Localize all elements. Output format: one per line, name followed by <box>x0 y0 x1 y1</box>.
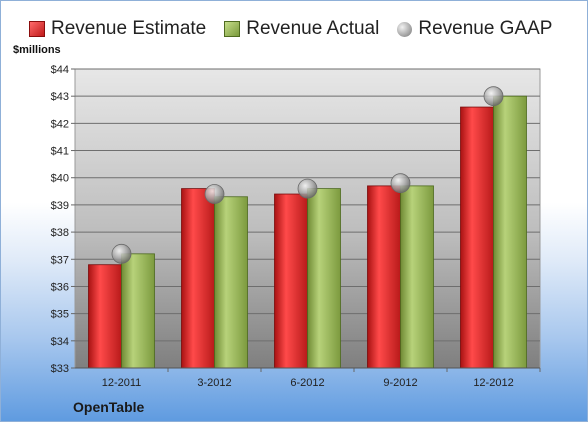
legend-swatch-actual <box>224 21 241 37</box>
bar-revenue-estimate <box>460 106 494 369</box>
y-tick-label: $37 <box>51 254 69 266</box>
legend-item-gaap: Revenue GAAP <box>397 18 552 40</box>
marker-revenue-gaap <box>297 178 318 199</box>
x-tick-label: 12-2012 <box>473 377 513 389</box>
y-tick-label: $44 <box>51 64 69 76</box>
legend-swatch-estimate <box>29 21 45 37</box>
bar-revenue-estimate <box>181 188 215 369</box>
marker-revenue-gaap <box>204 184 225 204</box>
x-tick-label: 6-2012 <box>290 377 324 389</box>
marker-revenue-gaap <box>111 243 132 264</box>
y-tick-label: $40 <box>51 173 69 185</box>
y-tick-label: $41 <box>51 146 69 158</box>
x-tick-label: 12-2011 <box>102 377 142 389</box>
bar-revenue-actual <box>307 188 341 369</box>
y-tick-label: $43 <box>51 91 69 103</box>
y-tick-label: $38 <box>51 227 69 239</box>
legend-item-actual: Revenue Actual <box>224 18 379 40</box>
y-tick-label: $33 <box>51 363 69 375</box>
x-tick-label: 9-2012 <box>383 377 417 389</box>
bar-revenue-estimate <box>274 193 308 369</box>
y-axis-unit-label: $millions <box>13 44 61 56</box>
legend-label-actual: Revenue Actual <box>246 18 380 39</box>
y-tick-label: $34 <box>51 336 69 348</box>
legend-item-estimate: Revenue Estimate <box>29 18 206 40</box>
legend-swatch-gaap <box>397 21 413 37</box>
y-tick-label: $39 <box>51 200 69 212</box>
legend-label-gaap: Revenue GAAP <box>418 18 553 39</box>
bar-revenue-actual <box>121 253 155 369</box>
legend-label-estimate: Revenue Estimate <box>51 18 207 39</box>
marker-revenue-gaap <box>483 86 504 107</box>
y-tick-label: $36 <box>51 281 69 293</box>
company-name: OpenTable <box>73 399 145 415</box>
bar-revenue-actual <box>214 196 248 369</box>
x-tick-label: 3-2012 <box>197 377 231 389</box>
bar-revenue-estimate <box>367 185 401 369</box>
y-tick-label: $35 <box>51 309 69 321</box>
bar-revenue-actual <box>493 95 527 369</box>
bar-revenue-actual <box>400 185 434 369</box>
marker-revenue-gaap <box>390 173 411 194</box>
bar-revenue-estimate <box>88 264 122 369</box>
y-tick-label: $42 <box>51 118 69 130</box>
legend: Revenue Estimate Revenue Actual Revenue … <box>29 18 552 40</box>
